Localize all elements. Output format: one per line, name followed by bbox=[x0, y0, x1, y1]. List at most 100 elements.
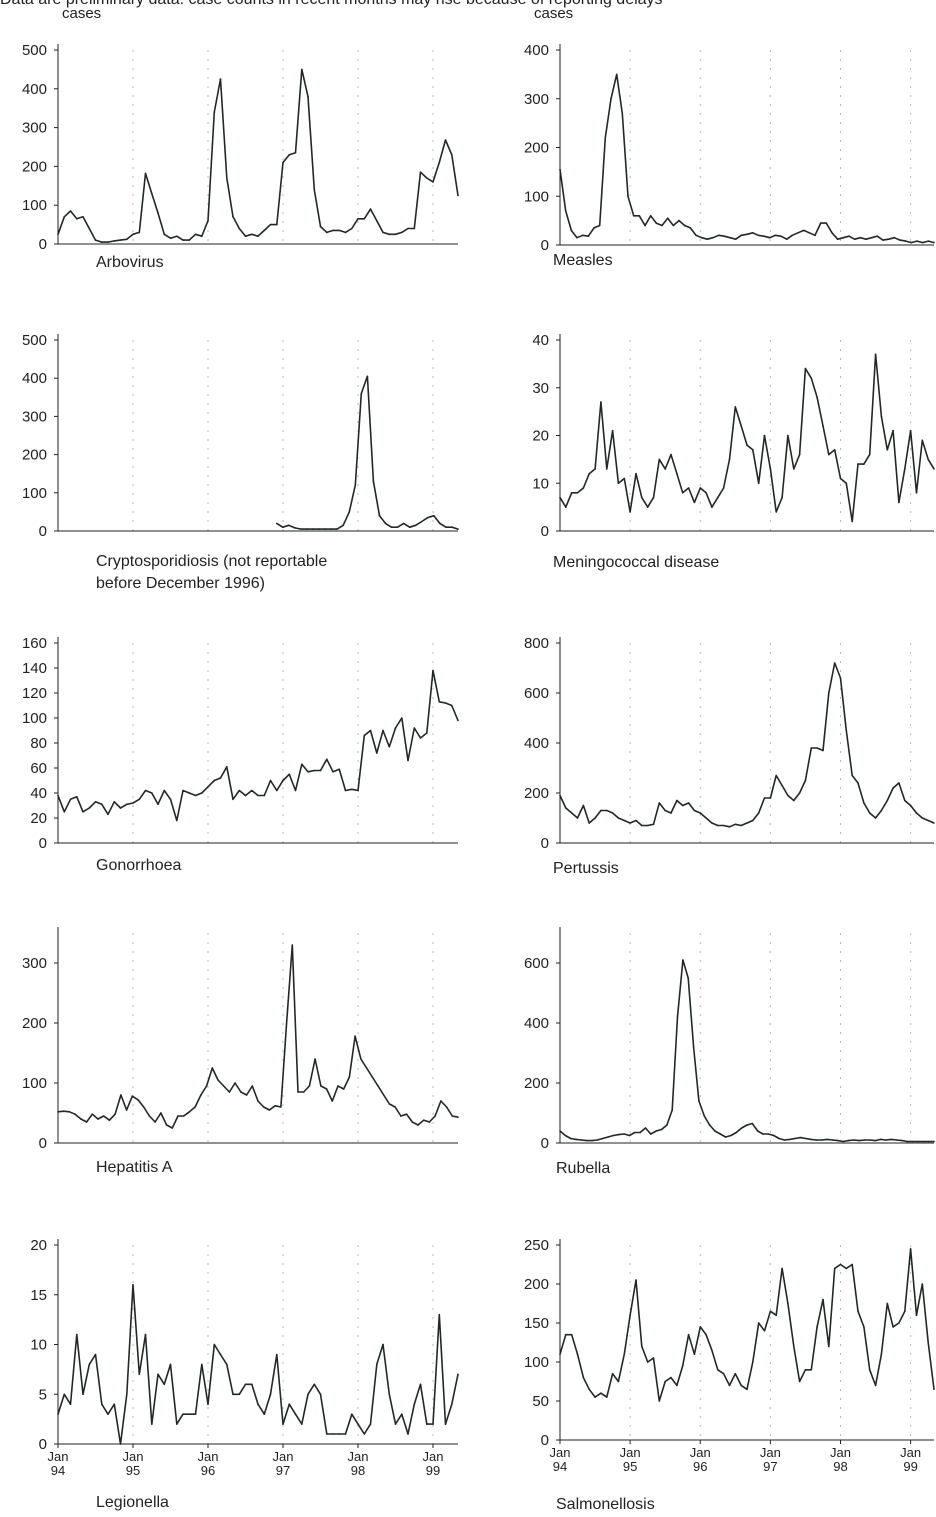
data-point bbox=[344, 231, 347, 234]
y-tick-label: 600 bbox=[524, 685, 549, 702]
data-point bbox=[451, 526, 453, 528]
data-point bbox=[401, 1413, 403, 1415]
data-point bbox=[740, 1127, 743, 1129]
data-point bbox=[810, 1369, 813, 1371]
y-tick-label: 0 bbox=[541, 1432, 549, 1449]
data-point bbox=[57, 233, 59, 236]
data-point bbox=[411, 1121, 414, 1123]
data-point bbox=[600, 401, 602, 403]
data-point bbox=[576, 1353, 579, 1355]
data-point bbox=[787, 794, 789, 797]
data-point bbox=[901, 1139, 903, 1142]
data-point bbox=[76, 1333, 78, 1336]
data-point bbox=[297, 1091, 299, 1093]
data-point bbox=[394, 727, 397, 729]
y-tick-label: 100 bbox=[22, 485, 47, 502]
data-point bbox=[194, 233, 197, 236]
data-point bbox=[291, 944, 294, 946]
data-point bbox=[576, 492, 579, 494]
data-point bbox=[828, 692, 830, 694]
data-point bbox=[390, 526, 393, 528]
data-point bbox=[752, 449, 754, 451]
data-point bbox=[927, 1140, 930, 1143]
data-point bbox=[876, 235, 879, 237]
data-point bbox=[752, 1361, 754, 1363]
data-point bbox=[778, 1137, 780, 1140]
data-point bbox=[769, 797, 772, 799]
data-point bbox=[269, 779, 272, 782]
data-point bbox=[708, 1124, 711, 1126]
data-point bbox=[874, 1384, 877, 1387]
data-point bbox=[312, 528, 314, 530]
data-point bbox=[644, 1127, 647, 1129]
y-tick-label: 0 bbox=[39, 236, 47, 253]
data-point bbox=[848, 235, 850, 237]
data-point bbox=[119, 1443, 122, 1445]
data-point bbox=[244, 1383, 247, 1386]
data-point bbox=[826, 1138, 828, 1141]
data-point bbox=[886, 799, 889, 802]
data-point bbox=[921, 817, 924, 819]
data-point bbox=[676, 799, 678, 802]
data-point bbox=[575, 1138, 577, 1141]
data-point bbox=[629, 511, 631, 513]
data-point bbox=[194, 1413, 197, 1415]
data-point bbox=[119, 239, 122, 241]
data-point bbox=[144, 172, 147, 175]
panel-label-arbovirus: Arbovirus bbox=[96, 252, 164, 274]
data-point bbox=[899, 239, 901, 241]
y-tick-label: 160 bbox=[22, 635, 47, 652]
data-point bbox=[863, 802, 865, 804]
panel-label-line: Salmonellosis bbox=[556, 1496, 655, 1513]
data-point bbox=[863, 463, 865, 465]
data-point bbox=[815, 1139, 818, 1141]
data-point bbox=[342, 1088, 345, 1090]
data-point bbox=[238, 227, 241, 230]
data-point bbox=[805, 1137, 807, 1140]
data-point bbox=[282, 1423, 284, 1425]
data-point bbox=[772, 1134, 775, 1137]
data-point bbox=[354, 1035, 356, 1037]
data-point bbox=[793, 468, 795, 470]
data-point bbox=[394, 1423, 397, 1425]
data-point bbox=[634, 1131, 636, 1134]
data-point bbox=[427, 516, 429, 519]
data-point bbox=[570, 812, 573, 814]
data-point bbox=[635, 819, 637, 822]
data-point bbox=[882, 239, 884, 241]
y-tick-label: 400 bbox=[524, 42, 549, 59]
data-point bbox=[683, 224, 686, 227]
data-point bbox=[593, 227, 595, 229]
data-point bbox=[101, 1403, 103, 1405]
data-point bbox=[363, 734, 366, 737]
data-point bbox=[933, 1388, 935, 1391]
data-point bbox=[799, 1136, 802, 1139]
data-point bbox=[722, 824, 725, 827]
data-point bbox=[211, 1067, 214, 1069]
y-tick-label: 15 bbox=[30, 1287, 47, 1304]
y-tick-label: 0 bbox=[39, 1436, 47, 1453]
data-point bbox=[120, 1094, 122, 1096]
data-point bbox=[342, 524, 345, 527]
y-tick-label: 0 bbox=[541, 835, 549, 852]
data-point bbox=[825, 222, 828, 224]
data-point bbox=[394, 233, 397, 236]
data-point bbox=[154, 1121, 156, 1123]
x-tick-label-year: 94 bbox=[51, 1463, 65, 1478]
data-point bbox=[757, 234, 760, 237]
data-point bbox=[644, 224, 646, 227]
data-point bbox=[797, 232, 799, 234]
data-point bbox=[326, 758, 328, 761]
data-point bbox=[693, 501, 696, 504]
data-point bbox=[268, 1109, 271, 1111]
data-point bbox=[245, 1094, 248, 1096]
data-point bbox=[681, 492, 684, 494]
data-point bbox=[842, 1140, 844, 1143]
data-point bbox=[419, 737, 422, 739]
data-point bbox=[711, 506, 713, 508]
data-point bbox=[126, 803, 128, 806]
data-point bbox=[676, 1016, 679, 1018]
